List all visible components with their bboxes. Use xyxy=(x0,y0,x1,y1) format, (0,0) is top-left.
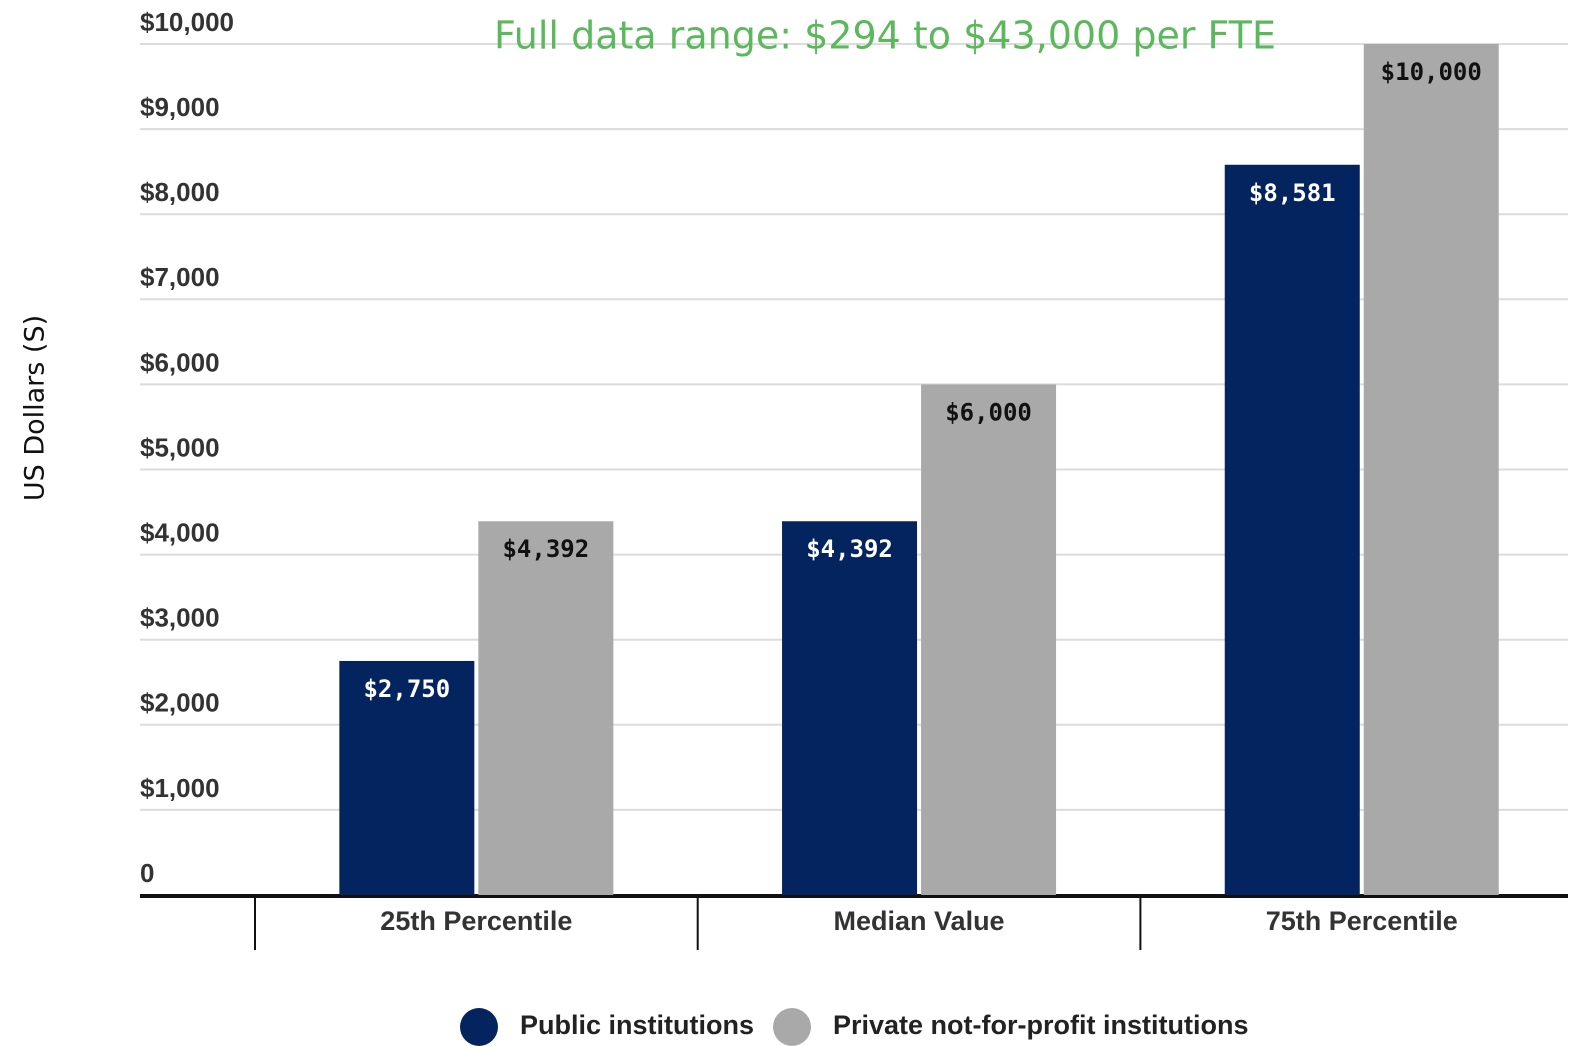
y-tick-label: $9,000 xyxy=(140,92,220,122)
y-tick-label: $6,000 xyxy=(140,347,220,377)
data-label: $6,000 xyxy=(945,398,1032,426)
data-label: $4,392 xyxy=(806,535,893,563)
data-label: $10,000 xyxy=(1381,58,1482,86)
data-label: $8,581 xyxy=(1249,179,1336,207)
annotation: Full data range: $294 to $43,000 per FTE xyxy=(494,14,1276,58)
legend-swatch xyxy=(773,1008,811,1046)
bar xyxy=(478,521,614,895)
data-label: $4,392 xyxy=(502,535,589,563)
y-tick-label: $3,000 xyxy=(140,603,220,633)
y-axis-label: US Dollars (S) xyxy=(20,315,51,501)
x-tick-label: 25th Percentile xyxy=(380,906,572,936)
y-tick-label: $5,000 xyxy=(140,432,220,462)
bar xyxy=(339,660,475,895)
x-tick-label: Median Value xyxy=(834,906,1005,936)
bar xyxy=(1224,164,1360,895)
legend-swatch xyxy=(460,1008,498,1046)
y-tick-label: $8,000 xyxy=(140,177,220,207)
y-tick-label: 0 xyxy=(140,858,154,888)
y-tick-label: $4,000 xyxy=(140,517,220,547)
legend-label: Public institutions xyxy=(520,1010,754,1040)
bar xyxy=(921,384,1057,895)
y-tick-label: $10,000 xyxy=(140,7,234,37)
bar xyxy=(1363,44,1499,895)
data-label: $2,750 xyxy=(363,675,450,703)
y-tick-label: $1,000 xyxy=(140,773,220,803)
bar xyxy=(782,521,918,895)
y-tick-label: $2,000 xyxy=(140,688,220,718)
x-tick-label: 75th Percentile xyxy=(1266,906,1458,936)
legend-label: Private not-for-profit institutions xyxy=(833,1010,1248,1040)
y-tick-label: $7,000 xyxy=(140,262,220,292)
